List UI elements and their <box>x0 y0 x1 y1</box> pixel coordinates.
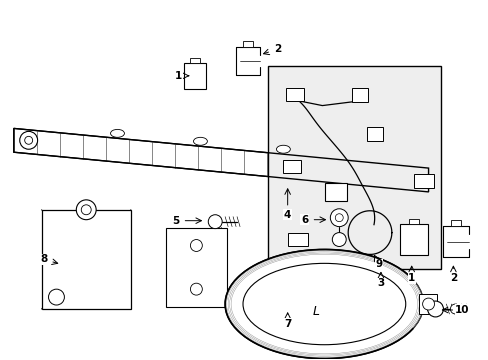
Text: L: L <box>312 306 319 319</box>
Circle shape <box>190 283 202 295</box>
Bar <box>285 88 303 100</box>
Bar <box>366 127 382 141</box>
Bar <box>351 88 367 102</box>
Circle shape <box>427 301 443 317</box>
Bar <box>282 160 300 173</box>
Text: 2: 2 <box>449 273 456 283</box>
Ellipse shape <box>110 129 124 137</box>
Circle shape <box>335 214 343 222</box>
Ellipse shape <box>224 249 423 359</box>
Ellipse shape <box>243 264 405 345</box>
Bar <box>190 58 200 63</box>
Bar <box>287 233 307 247</box>
Polygon shape <box>14 129 427 192</box>
Bar <box>243 41 252 47</box>
Circle shape <box>25 136 33 144</box>
Bar <box>267 66 441 269</box>
Text: 10: 10 <box>454 305 468 315</box>
Bar <box>41 210 131 309</box>
Circle shape <box>332 233 346 247</box>
Bar <box>413 174 433 188</box>
Circle shape <box>449 304 459 314</box>
Ellipse shape <box>276 145 290 153</box>
Bar <box>184 63 206 89</box>
Circle shape <box>330 209 347 227</box>
Bar <box>408 219 418 224</box>
Text: 7: 7 <box>284 319 291 329</box>
Circle shape <box>20 131 38 149</box>
Text: 6: 6 <box>300 215 307 225</box>
Circle shape <box>422 298 434 310</box>
Ellipse shape <box>193 137 207 145</box>
Bar <box>450 220 460 226</box>
Text: 1: 1 <box>407 273 414 283</box>
Text: 5: 5 <box>172 216 179 226</box>
Bar <box>165 228 226 307</box>
Text: 3: 3 <box>377 278 384 288</box>
Circle shape <box>48 289 64 305</box>
Text: 8: 8 <box>40 255 47 264</box>
Text: 1: 1 <box>175 71 182 81</box>
Circle shape <box>190 239 202 251</box>
Bar <box>399 224 427 255</box>
Bar <box>325 183 346 201</box>
Bar <box>418 294 436 314</box>
Circle shape <box>76 200 96 220</box>
Circle shape <box>208 215 222 229</box>
Text: 9: 9 <box>375 259 382 269</box>
Text: 4: 4 <box>284 210 291 220</box>
Text: 2: 2 <box>274 44 281 54</box>
Circle shape <box>81 205 91 215</box>
